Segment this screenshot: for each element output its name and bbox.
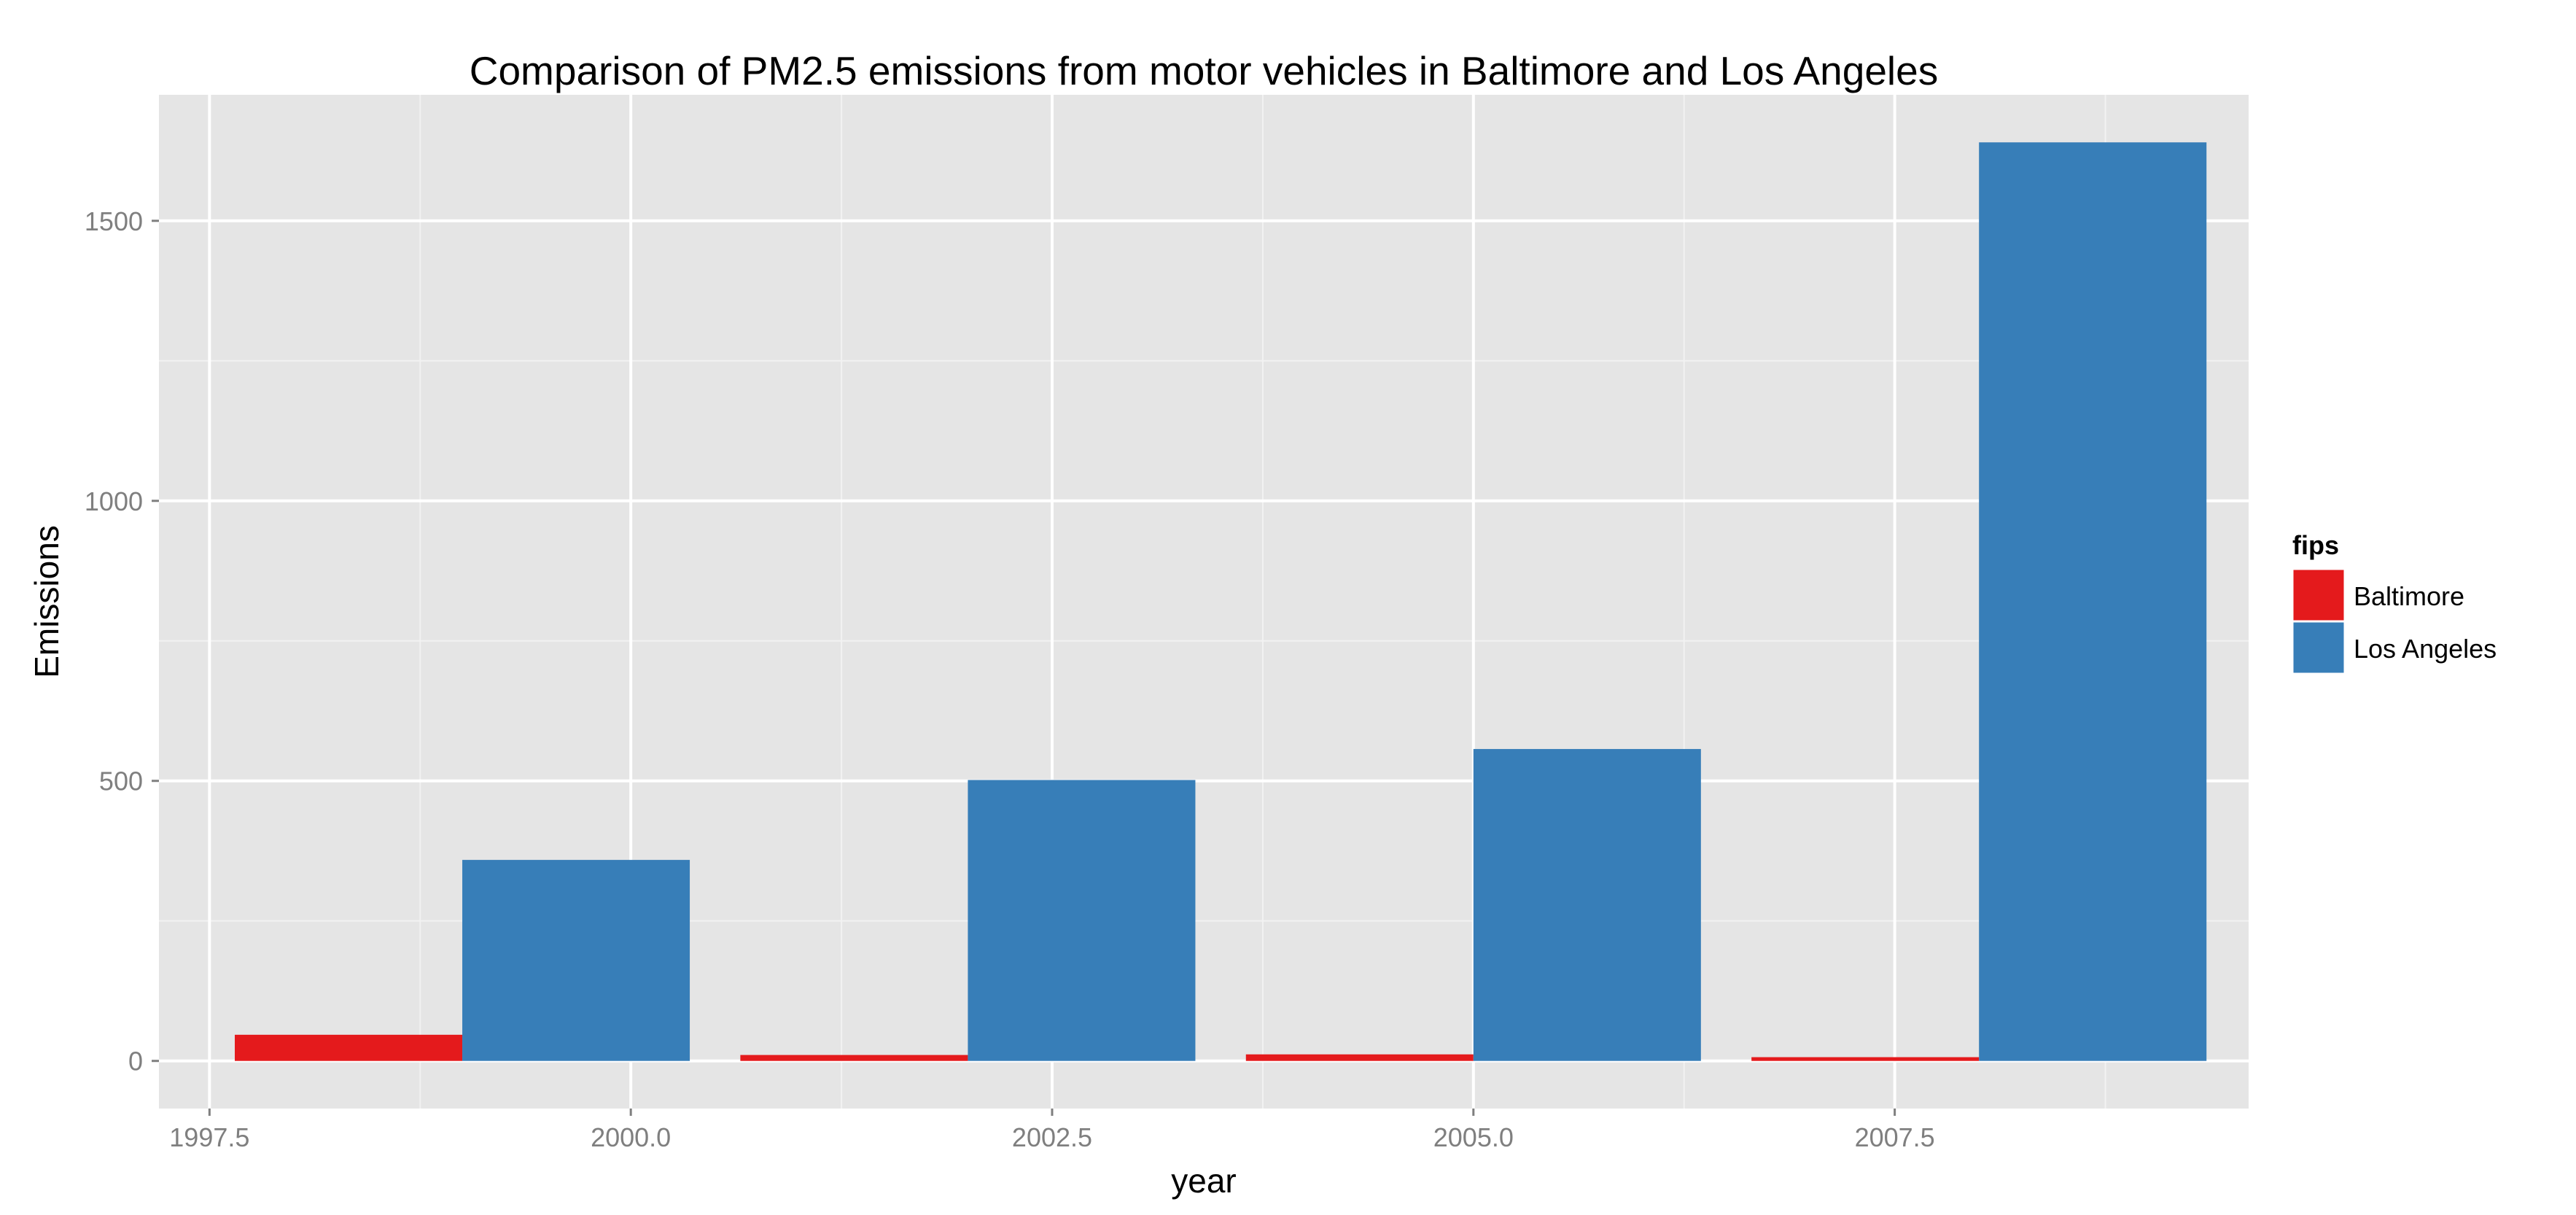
x-tick-label: 2005.0 [1433, 1122, 1514, 1152]
x-tick-label: 1997.5 [169, 1122, 249, 1152]
bar-los-angeles-2002 [968, 780, 1196, 1061]
x-axis-title: year [1171, 1162, 1236, 1200]
x-tick-label: 2002.5 [1012, 1122, 1092, 1152]
y-tick-label: 1000 [85, 486, 143, 516]
legend-label-baltimore: Baltimore [2354, 581, 2464, 611]
x-tick-label: 2007.5 [1855, 1122, 1935, 1152]
y-axis-title: Emissions [28, 525, 66, 678]
bar-baltimore-2002 [740, 1055, 968, 1061]
y-tick-label: 500 [99, 766, 143, 796]
legend-title: fips [2292, 530, 2339, 560]
x-axis: 1997.5 2000.0 2002.5 2005.0 2007.5 [169, 1109, 1935, 1152]
bar-baltimore-2008 [1751, 1057, 1980, 1061]
y-tick-label: 0 [128, 1047, 143, 1076]
bar-los-angeles-2005 [1473, 749, 1701, 1061]
bars [235, 142, 2207, 1061]
bar-baltimore-1999 [235, 1034, 463, 1061]
legend-label-los-angeles: Los Angeles [2354, 634, 2497, 664]
legend: fips Baltimore Los Angeles [2291, 530, 2497, 675]
bar-baltimore-2005 [1245, 1054, 1474, 1061]
y-axis: 0 500 1000 1500 [85, 206, 159, 1076]
y-tick-label: 1500 [85, 206, 143, 236]
legend-key-los-angeles [2291, 620, 2346, 675]
x-tick-label: 2000.0 [591, 1122, 671, 1152]
legend-key-baltimore [2291, 567, 2346, 623]
chart-title: Comparison of PM2.5 emissions from motor… [470, 48, 1939, 93]
bar-los-angeles-2008 [1979, 142, 2207, 1061]
bar-los-angeles-1999 [462, 860, 690, 1061]
